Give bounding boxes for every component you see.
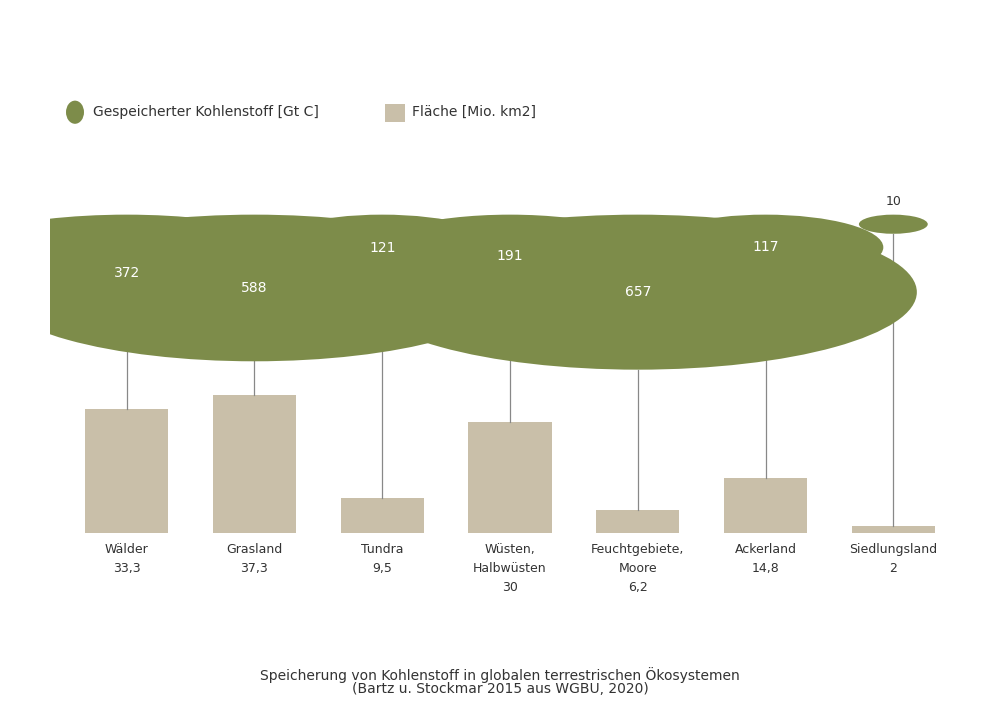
Ellipse shape bbox=[262, 214, 502, 281]
Text: 6,2: 6,2 bbox=[628, 581, 648, 594]
FancyBboxPatch shape bbox=[852, 526, 935, 533]
FancyBboxPatch shape bbox=[213, 395, 296, 533]
Text: 33,3: 33,3 bbox=[113, 562, 140, 575]
Text: Ackerland: Ackerland bbox=[735, 543, 797, 556]
Ellipse shape bbox=[0, 214, 518, 361]
FancyBboxPatch shape bbox=[724, 478, 807, 533]
FancyBboxPatch shape bbox=[85, 410, 168, 533]
Text: Fläche [Mio. km2]: Fläche [Mio. km2] bbox=[412, 105, 536, 119]
Ellipse shape bbox=[859, 214, 928, 234]
Text: Halbwüsten: Halbwüsten bbox=[473, 562, 547, 575]
Text: (Bartz u. Stockmar 2015 aus WGBU, 2020): (Bartz u. Stockmar 2015 aus WGBU, 2020) bbox=[352, 682, 648, 696]
Text: Grasland: Grasland bbox=[226, 543, 283, 556]
Text: 9,5: 9,5 bbox=[372, 562, 392, 575]
Text: 117: 117 bbox=[752, 240, 779, 254]
Text: 14,8: 14,8 bbox=[752, 562, 779, 575]
Text: 10: 10 bbox=[885, 195, 901, 208]
Text: Wüsten,: Wüsten, bbox=[485, 543, 535, 556]
Text: 121: 121 bbox=[369, 241, 395, 255]
Text: 372: 372 bbox=[114, 266, 140, 280]
Text: Speicherung von Kohlenstoff in globalen terrestrischen Ökosystemen: Speicherung von Kohlenstoff in globalen … bbox=[260, 667, 740, 683]
Text: Feuchtgebiete,: Feuchtgebiete, bbox=[591, 543, 684, 556]
Text: 30: 30 bbox=[502, 581, 518, 594]
Text: 37,3: 37,3 bbox=[241, 562, 268, 575]
FancyBboxPatch shape bbox=[468, 421, 552, 533]
Ellipse shape bbox=[0, 214, 337, 332]
Text: Tundra: Tundra bbox=[361, 543, 403, 556]
Text: Siedlungsland: Siedlungsland bbox=[849, 543, 937, 556]
Ellipse shape bbox=[360, 214, 660, 298]
Ellipse shape bbox=[359, 214, 917, 370]
FancyBboxPatch shape bbox=[596, 510, 679, 533]
Text: 191: 191 bbox=[497, 250, 523, 264]
Text: Gespeicherter Kohlenstoff [Gt C]: Gespeicherter Kohlenstoff [Gt C] bbox=[93, 105, 319, 119]
Ellipse shape bbox=[648, 214, 883, 280]
Text: 2: 2 bbox=[889, 562, 897, 575]
FancyBboxPatch shape bbox=[341, 497, 424, 533]
Text: 588: 588 bbox=[241, 281, 268, 295]
Text: 657: 657 bbox=[625, 285, 651, 299]
Text: Wälder: Wälder bbox=[105, 543, 149, 556]
Text: Moore: Moore bbox=[618, 562, 657, 575]
